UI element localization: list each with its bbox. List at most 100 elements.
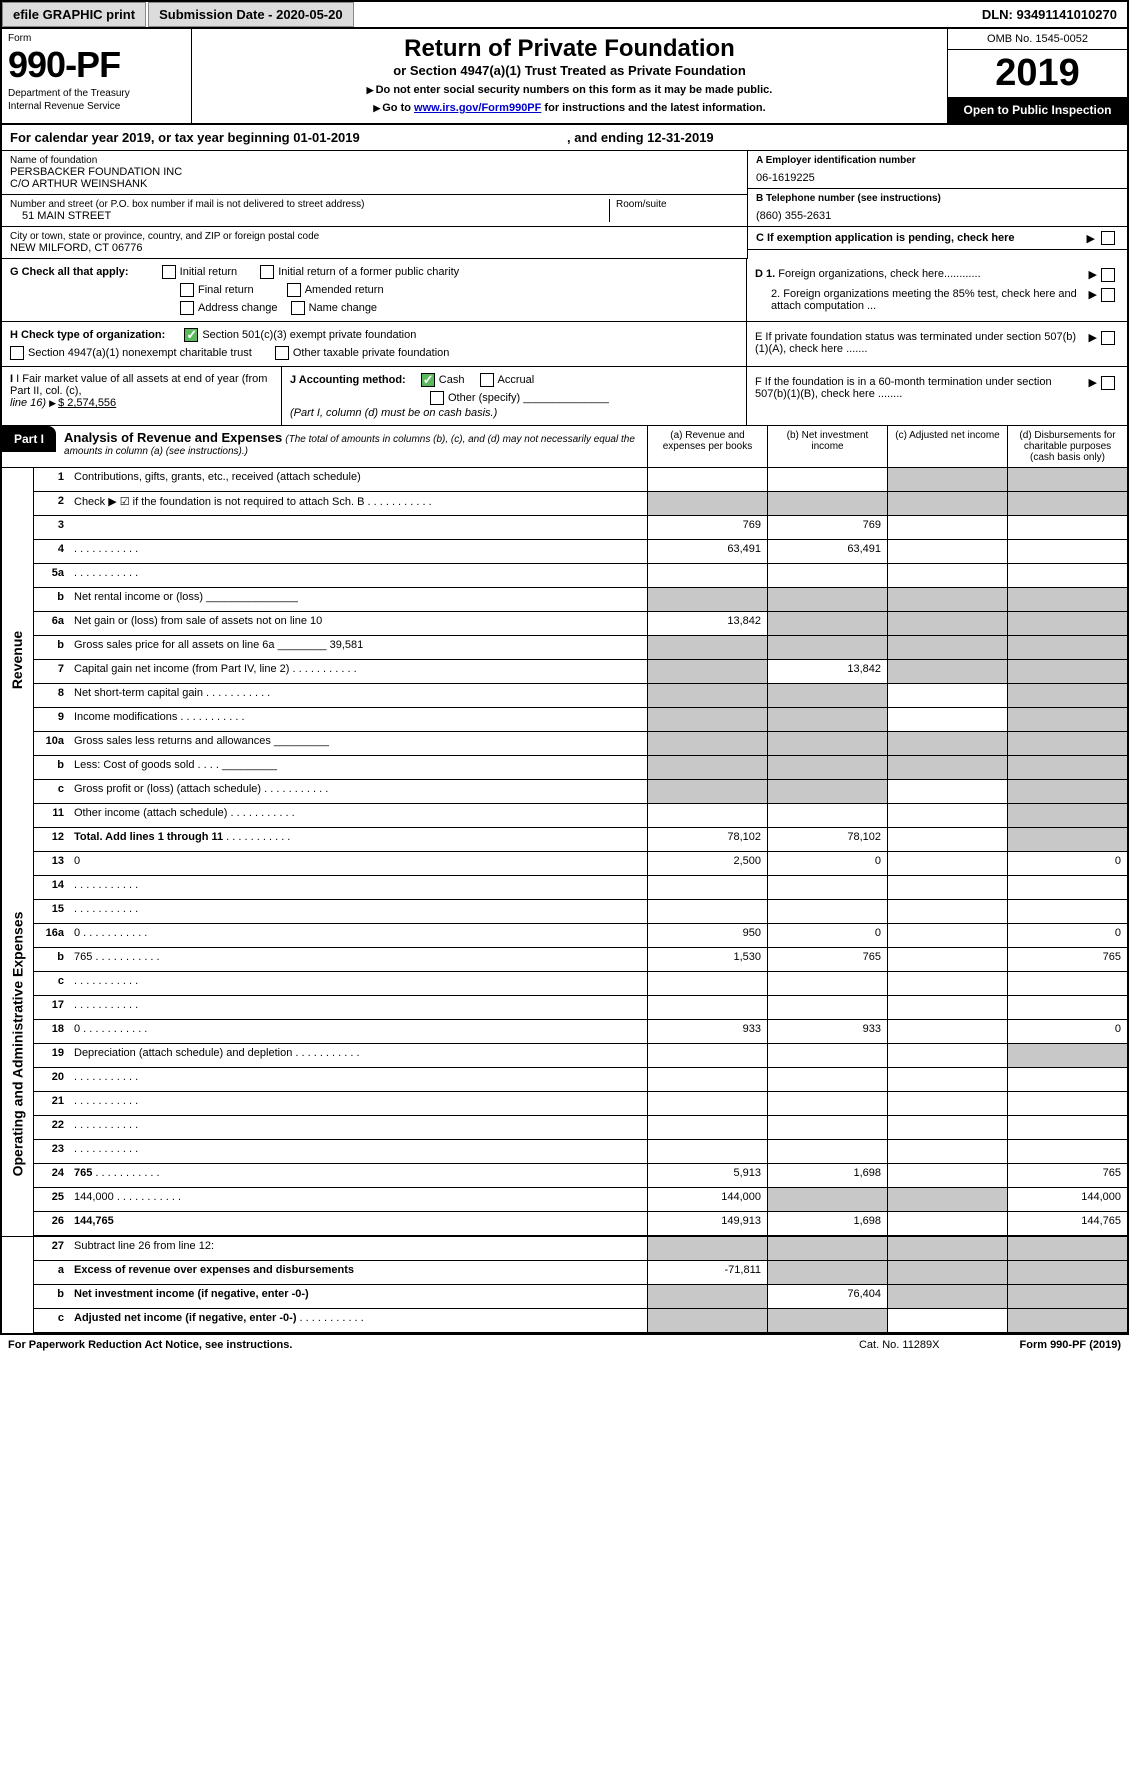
cell-a: [647, 732, 767, 755]
cell-b: [767, 468, 887, 491]
table-row: 1809339330: [34, 1020, 1127, 1044]
line-number: 19: [34, 1044, 70, 1067]
cell-d: [1007, 636, 1127, 659]
cell-c: [887, 1309, 1007, 1332]
cell-c: [887, 684, 1007, 707]
table-row: bGross sales price for all assets on lin…: [34, 636, 1127, 660]
f-checkbox[interactable]: [1101, 376, 1115, 390]
line-number: a: [34, 1261, 70, 1284]
cell-c: [887, 780, 1007, 803]
table-row: 21: [34, 1092, 1127, 1116]
cell-c: [887, 1068, 1007, 1091]
h-4947-checkbox[interactable]: [10, 346, 24, 360]
line-number: 12: [34, 828, 70, 851]
cell-d: [1007, 468, 1127, 491]
line-number: c: [34, 1309, 70, 1332]
d1-checkbox[interactable]: [1101, 268, 1115, 282]
cell-d: 765: [1007, 948, 1127, 971]
cell-c: [887, 996, 1007, 1019]
cell-a: [647, 780, 767, 803]
line-number: b: [34, 588, 70, 611]
cell-c: [887, 636, 1007, 659]
table-row: 5a: [34, 564, 1127, 588]
table-row: b7651,530765765: [34, 948, 1127, 972]
h-501c3-checkbox[interactable]: [184, 328, 198, 342]
identification-block: Name of foundation PERSBACKER FOUNDATION…: [2, 151, 1127, 259]
table-row: 27Subtract line 26 from line 12:: [34, 1237, 1127, 1261]
line-number: 25: [34, 1188, 70, 1211]
cell-d: [1007, 1116, 1127, 1139]
cell-b: 933: [767, 1020, 887, 1043]
cell-c: [887, 1285, 1007, 1308]
line-desc: [70, 540, 647, 563]
cell-b: [767, 492, 887, 515]
cell-d: [1007, 996, 1127, 1019]
table-row: 10aGross sales less returns and allowanc…: [34, 732, 1127, 756]
table-row: cAdjusted net income (if negative, enter…: [34, 1309, 1127, 1333]
part1-header: Part I Analysis of Revenue and Expenses …: [2, 426, 1127, 468]
cell-a: [647, 1140, 767, 1163]
cell-d: [1007, 1261, 1127, 1284]
line-number: 1: [34, 468, 70, 491]
table-row: 1302,50000: [34, 852, 1127, 876]
line-desc: Total. Add lines 1 through 11: [70, 828, 647, 851]
revenue-section: Revenue 1Contributions, gifts, grants, e…: [2, 468, 1127, 852]
col-b-header: (b) Net investment income: [767, 426, 887, 467]
irs-label: Internal Revenue Service: [8, 101, 185, 112]
page-footer: For Paperwork Reduction Act Notice, see …: [0, 1335, 1129, 1355]
line-number: 14: [34, 876, 70, 899]
c-checkbox[interactable]: [1101, 231, 1115, 245]
cell-a: [647, 900, 767, 923]
h-other-checkbox[interactable]: [275, 346, 289, 360]
dln: DLN: 93491141010270: [972, 3, 1127, 26]
j-accrual-checkbox[interactable]: [480, 373, 494, 387]
cell-d: 0: [1007, 924, 1127, 947]
line-number: 5a: [34, 564, 70, 587]
cell-b: [767, 684, 887, 707]
cell-c: [887, 1092, 1007, 1115]
cell-d: [1007, 972, 1127, 995]
table-row: bNet investment income (if negative, ent…: [34, 1285, 1127, 1309]
cell-d: 0: [1007, 852, 1127, 875]
cell-a: [647, 1237, 767, 1260]
g-d-block: G Check all that apply: Initial return I…: [2, 259, 1127, 322]
topbar: efile GRAPHIC print Submission Date - 20…: [2, 2, 1127, 29]
g-address-checkbox[interactable]: [180, 301, 194, 315]
j-other-checkbox[interactable]: [430, 391, 444, 405]
f-60month-block: F If the foundation is in a 60-month ter…: [747, 367, 1127, 425]
cell-b: 1,698: [767, 1212, 887, 1235]
cell-b: 76,404: [767, 1285, 887, 1308]
table-row: c: [34, 972, 1127, 996]
cell-c: [887, 1020, 1007, 1043]
efile-print-btn[interactable]: efile GRAPHIC print: [2, 2, 146, 27]
h-org-type: H Check type of organization: Section 50…: [2, 322, 747, 366]
table-row: 3769769: [34, 516, 1127, 540]
g-amended-checkbox[interactable]: [287, 283, 301, 297]
g-final-checkbox[interactable]: [180, 283, 194, 297]
g-initial-checkbox[interactable]: [162, 265, 176, 279]
line-desc: Check ▶ ☑ if the foundation is not requi…: [70, 492, 647, 515]
e-checkbox[interactable]: [1101, 331, 1115, 345]
cell-d: [1007, 612, 1127, 635]
cell-c: [887, 660, 1007, 683]
g-initial-former-checkbox[interactable]: [260, 265, 274, 279]
cell-b: [767, 708, 887, 731]
irs-link[interactable]: www.irs.gov/Form990PF: [414, 102, 541, 114]
cell-a: 144,000: [647, 1188, 767, 1211]
cell-a: [647, 468, 767, 491]
g-name-checkbox[interactable]: [291, 301, 305, 315]
line-desc: Gross sales price for all assets on line…: [70, 636, 647, 659]
cell-a: [647, 1285, 767, 1308]
cell-d: [1007, 1285, 1127, 1308]
line-desc: Net gain or (loss) from sale of assets n…: [70, 612, 647, 635]
table-row: cGross profit or (loss) (attach schedule…: [34, 780, 1127, 804]
table-row: 247655,9131,698765: [34, 1164, 1127, 1188]
d2-checkbox[interactable]: [1101, 288, 1115, 302]
cell-b: [767, 612, 887, 635]
line-desc: Income modifications: [70, 708, 647, 731]
j-cash-checkbox[interactable]: [421, 373, 435, 387]
cell-b: [767, 732, 887, 755]
expenses-sidebar: Operating and Administrative Expenses: [2, 852, 34, 1236]
line-number: c: [34, 780, 70, 803]
line-number: 27: [34, 1237, 70, 1260]
